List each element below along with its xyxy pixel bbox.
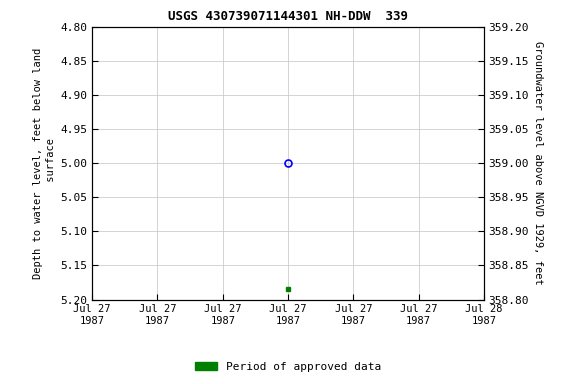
Legend: Period of approved data: Period of approved data bbox=[191, 358, 385, 377]
Y-axis label: Groundwater level above NGVD 1929, feet: Groundwater level above NGVD 1929, feet bbox=[533, 41, 543, 285]
Y-axis label: Depth to water level, feet below land
 surface: Depth to water level, feet below land su… bbox=[33, 48, 56, 279]
Title: USGS 430739071144301 NH-DDW  339: USGS 430739071144301 NH-DDW 339 bbox=[168, 10, 408, 23]
